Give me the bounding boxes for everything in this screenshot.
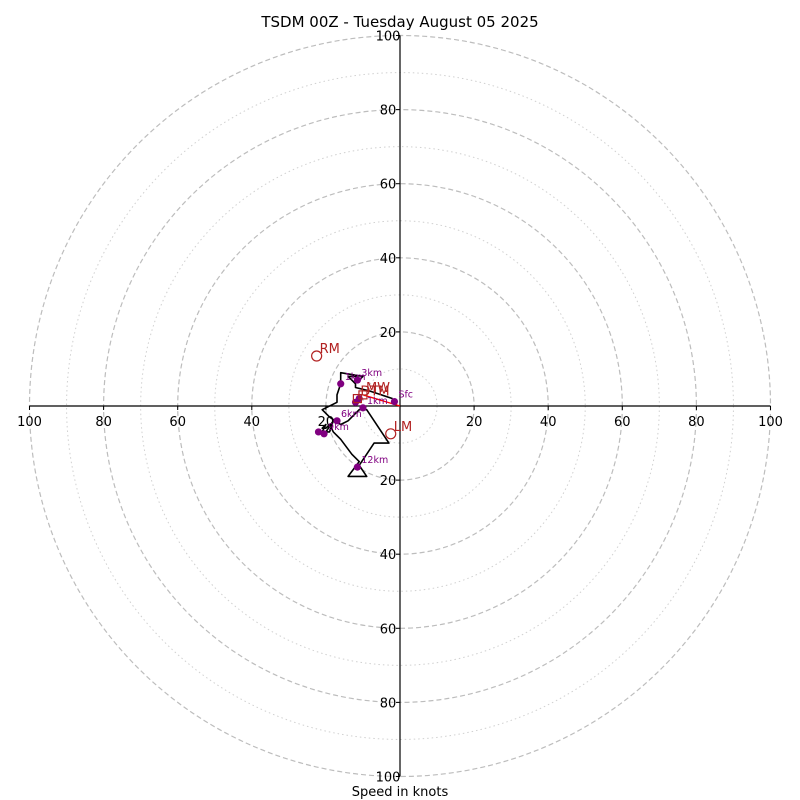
chart-title: TSDM 00Z - Tuesday August 05 2025: [260, 13, 538, 31]
y-tick-label: 60: [380, 178, 397, 193]
height-point-marker: [353, 376, 361, 384]
x-tick-label: 20: [466, 415, 483, 430]
y-tick-label: 40: [380, 252, 397, 267]
height-point-label: 9km: [328, 422, 349, 433]
x-tick-label: 80: [95, 415, 112, 430]
y-tick-label: 80: [380, 104, 397, 119]
x-tick-label: 100: [17, 415, 42, 430]
height-point-label: 12km: [361, 455, 388, 466]
x-tick-label: 40: [540, 415, 557, 430]
x-axis-label: Speed in knots: [352, 785, 449, 800]
storm-motion-label: MW: [366, 381, 390, 396]
height-point-label: 1km: [367, 396, 388, 407]
x-tick-label: 60: [614, 415, 631, 430]
height-point-marker: [314, 428, 323, 436]
storm-motion-label: RM: [320, 342, 340, 357]
storm-motion-marker: [352, 393, 362, 404]
height-point-label: Sfc: [398, 390, 413, 401]
tick-labels: 1001008080606040402020202040406060808010…: [17, 30, 783, 786]
y-tick-label: 40: [380, 548, 397, 563]
storm-motion-marker: [385, 428, 397, 440]
height-point-marker: [390, 397, 399, 406]
storm-motion-label: DTM: [360, 385, 389, 400]
storm-motion-marker: [311, 350, 323, 362]
x-tick-label: 80: [688, 415, 705, 430]
storm-motion-label: LM: [394, 420, 412, 435]
y-tick-label: 80: [380, 696, 397, 711]
height-point-marker: [353, 463, 361, 471]
height-point-marker: [359, 404, 367, 412]
y-tick-label: 60: [380, 622, 397, 637]
height-point-marker: [320, 430, 328, 438]
x-tick-label: 60: [169, 415, 186, 430]
y-tick-label: 100: [376, 771, 401, 786]
x-tick-label: 40: [244, 415, 261, 430]
height-point-label: 3km: [361, 368, 382, 379]
height-point-marker: [333, 417, 341, 425]
height-point-label: 1km: [345, 372, 366, 383]
x-tick-label: 100: [758, 415, 783, 430]
height-point-label: 6km: [341, 409, 362, 420]
y-tick-label: 100: [376, 30, 401, 45]
y-tick-label: 20: [380, 326, 397, 341]
y-tick-label: 20: [380, 474, 397, 489]
height-point-marker: [337, 380, 345, 388]
